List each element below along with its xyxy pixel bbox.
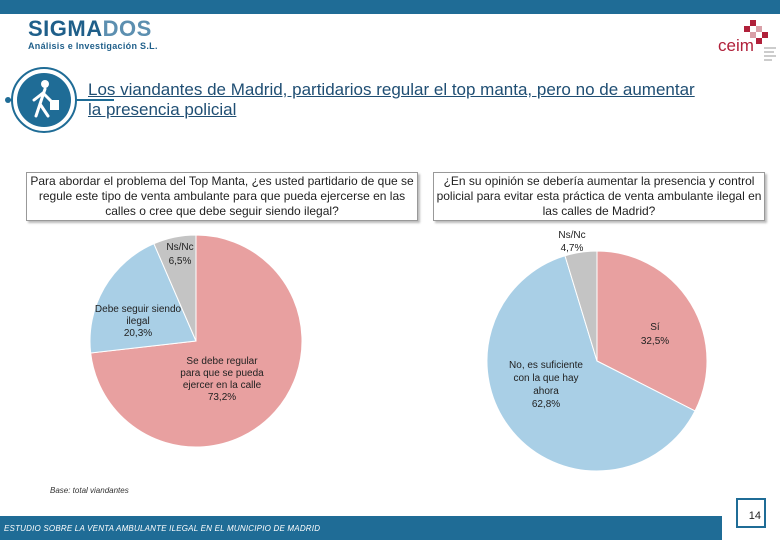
logo-name-accent: DOS [102,16,152,41]
pie2-value-si: 32,5% [641,336,669,347]
ceim-logo: ceim [716,18,776,68]
logo-subtitle: Análisis e Investigación S.L. [28,41,158,51]
pie2-label-nsnc: Ns/Nc [558,230,585,241]
pie1-slice-2 [153,234,197,342]
pie1-value-nsnc: 6,5% [169,256,192,267]
pie1-slice-1 [89,243,197,354]
pie1-value-regular: 73,2% [208,392,236,403]
pie2-slice-2 [564,250,598,362]
walker-icon [5,67,114,133]
pie2-label-si: Sí [650,322,660,333]
pie2-slice-1 [486,255,696,472]
pie1-label-regular-1: Se debe regular [186,356,258,367]
study-title: ESTUDIO SOBRE LA VENTA AMBULANTE ILEGAL … [4,524,321,533]
ceim-text: ceim [718,36,754,55]
pie2-value-nsnc: 4,7% [561,243,584,254]
pie1-label-ilegal-2: ilegal [126,316,149,327]
pie-chart-2 [486,250,708,472]
question-1: Para abordar el problema del Top Manta, … [26,172,418,221]
ceim-emblem-icon [744,20,776,61]
pie1-value-ilegal: 20,3% [124,328,152,339]
base-note: Base: total viandantes [50,486,129,495]
logo-name: SIGMA [28,16,103,41]
pie2-slice-0 [596,250,708,412]
page-number: 14 [736,498,766,528]
pie2-label-no-2: con la que hay [513,373,578,384]
question-2: ¿En su opinión se debería aumentar la pr… [433,172,765,221]
pie1-label-nsnc: Ns/Nc [166,242,193,253]
pie-chart-1 [89,234,303,448]
pie1-label-regular-3: ejercer en la calle [183,380,262,391]
sigmados-logo: SIGMADOS Análisis e Investigación S.L. [28,16,158,52]
top-bar [0,0,780,14]
pie2-value-no: 62,8% [532,399,560,410]
page-title: Los viandantes de Madrid, partidarios re… [88,80,695,119]
pie2-label-no-3: ahora [533,386,559,397]
pie1-label-ilegal-1: Debe seguir siendo [95,304,182,315]
footer-bar [0,516,722,540]
pie2-label-no-1: No, es suficiente [509,360,583,371]
pie1-label-regular-2: para que se pueda [180,368,264,379]
